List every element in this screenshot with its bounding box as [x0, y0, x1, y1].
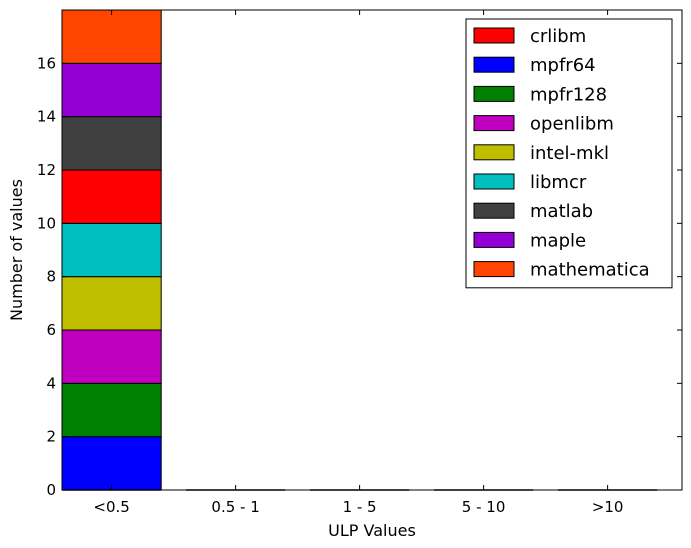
y-tick-label: 16 — [37, 54, 56, 72]
y-tick-label: 0 — [46, 481, 56, 499]
bar-segment-matlab-0 — [61, 116, 162, 171]
x-tick-label: <0.5 — [93, 498, 129, 516]
legend: crlibm mpfr64 mpfr128 openlibm intel-mkl libm… — [465, 18, 673, 289]
legend-label-mathematica: mathematica — [530, 260, 650, 281]
x-axis-label: ULP Values — [328, 521, 416, 540]
bar-segment-mpfr128-0 — [61, 382, 162, 438]
x-tick-label: 5 - 10 — [462, 498, 506, 516]
legend-label-openlibm: openlibm — [530, 114, 614, 135]
legend-label-mpfr128: mpfr128 — [530, 84, 607, 105]
y-tick-label: 10 — [37, 214, 56, 232]
bar-segment-intel-mkl-0 — [61, 276, 162, 331]
legend-label-libmcr: libmcr — [530, 172, 587, 193]
y-tick-label: 12 — [37, 161, 56, 179]
bar-segment-mathematica-0 — [61, 9, 162, 64]
legend-swatch-maple — [473, 231, 515, 248]
legend-swatch-openlibm — [473, 115, 515, 132]
legend-label-intel-mkl: intel-mkl — [530, 143, 609, 164]
legend-swatch-mpfr128 — [473, 85, 515, 102]
legend-swatch-mathematica — [473, 261, 515, 278]
legend-label-matlab: matlab — [530, 201, 593, 222]
legend-swatch-libmcr — [473, 173, 515, 190]
y-tick-label: 6 — [46, 321, 56, 339]
legend-label-crlibm: crlibm — [530, 26, 586, 47]
legend-swatch-crlibm — [473, 27, 515, 44]
y-tick-label: 14 — [37, 108, 56, 126]
x-tick-label: >10 — [592, 498, 624, 516]
tick-labels-group: 0 2 4 6 8 10 12 14 16 <0.5 0.5 - 1 1 - 5 5 - 10 >10 — [37, 54, 624, 516]
legend-swatch-mpfr64 — [473, 56, 515, 73]
bar-segment-maple-0 — [61, 62, 162, 118]
plot-area-frame — [61, 9, 683, 491]
x-tick-label: 0.5 - 1 — [211, 498, 259, 516]
legend-swatch-intel-mkl — [473, 144, 515, 161]
legend-label-mpfr64: mpfr64 — [530, 55, 596, 76]
y-axis-label: Number of values — [7, 179, 26, 321]
axis-ticks-group — [62, 10, 682, 491]
x-tick-label: 1 - 5 — [343, 498, 377, 516]
y-tick-label: 8 — [46, 268, 56, 286]
bar-segment-libmcr-0 — [61, 222, 162, 278]
bar-segment-mpfr64-0 — [61, 436, 162, 491]
bar-segment-openlibm-0 — [61, 329, 162, 384]
legend-swatch-matlab — [473, 202, 515, 219]
bars-group — [61, 9, 658, 491]
y-tick-label: 4 — [46, 374, 56, 392]
y-tick-label: 2 — [46, 428, 56, 446]
legend-label-maple: maple — [530, 230, 586, 251]
bar-segment-crlibm-0 — [61, 169, 162, 224]
